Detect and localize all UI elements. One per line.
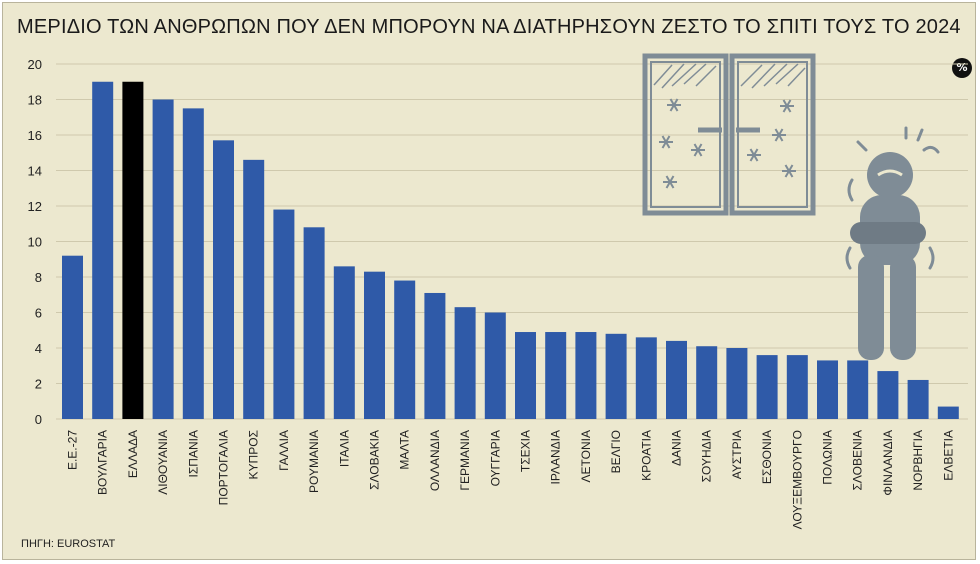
- bar-ΑΥΣΤΡΙΑ: [726, 348, 748, 419]
- bar-ΟΥΓΓΑΡΙΑ: [484, 312, 506, 419]
- x-tick-label: ΑΥΣΤΡΙΑ: [730, 430, 744, 479]
- x-tick-label: ΕΣΘΟΝΙΑ: [760, 430, 774, 484]
- y-tick-label: 0: [35, 412, 42, 427]
- bar-ΕΛΛΑΔΑ: [122, 81, 144, 419]
- chart-title: ΜΕΡΙΔΙΟ ΤΩΝ ΑΝΘΡΩΠΩΝ ΠΟΥ ΔΕΝ ΜΠΟΡΟΥΝ ΝΑ …: [17, 16, 961, 38]
- frosted-window-icon: [642, 53, 816, 216]
- bar-ΣΛΟΒΑΚΙΑ: [364, 271, 385, 419]
- y-tick-label: 14: [28, 164, 42, 179]
- bars: [62, 81, 959, 419]
- x-tick-label: ΒΟΥΛΓΑΡΙΑ: [96, 430, 110, 495]
- bar-ΙΡΛΑΝΔΙΑ: [545, 332, 567, 419]
- x-tick-label: ΕΛΒΕΤΙΑ: [941, 430, 955, 481]
- x-tick-label: ΣΛΟΒΕΝΙΑ: [851, 430, 865, 491]
- y-axis-ticks: 0 2 4 6 8 10 12 14 16 18 20: [28, 57, 42, 427]
- bar-ΝΟΡΒΗΓΙΑ: [907, 379, 929, 419]
- x-tick-label: ΛΟΥΞΕΜΒΟΥΡΓΟ: [790, 430, 804, 529]
- bar-ΙΤΑΛΙΑ: [333, 266, 355, 419]
- bar-ΒΟΥΛΓΑΡΙΑ: [92, 81, 114, 419]
- bar-ΕΛΒΕΤΙΑ: [937, 406, 959, 419]
- bar-ΒΕΛΓΙΟ: [605, 333, 627, 419]
- bar-ΠΟΛΩΝΙΑ: [817, 360, 838, 419]
- bar-ΚΥΠΡΟΣ: [243, 159, 265, 419]
- x-tick-label: ΡΟΥΜΑΝΙΑ: [307, 430, 321, 493]
- y-tick-label: 18: [28, 93, 42, 108]
- snowflake-icon: [691, 143, 705, 157]
- bar-ΙΣΠΑΝΙΑ: [182, 108, 204, 419]
- x-tick-label: ΛΙΘΟΥΑΝΙΑ: [156, 430, 170, 495]
- snowflake-icon: [663, 175, 677, 189]
- bar-ΜΑΛΤΑ: [394, 280, 416, 419]
- y-tick-label: 20: [28, 57, 42, 72]
- bar-ΛΟΥΞΕΜΒΟΥΡΓΟ: [786, 355, 808, 419]
- y-tick-label: 4: [35, 341, 42, 356]
- x-tick-label: ΟΥΓΓΑΡΙΑ: [488, 430, 502, 486]
- snowflake-icon: [747, 148, 761, 162]
- snowflake-icon: [772, 128, 786, 142]
- x-tick-label: ΛΕΤΟΝΙΑ: [579, 430, 593, 482]
- x-tick-label: ΙΤΑΛΙΑ: [337, 430, 351, 467]
- x-axis-labels: Ε.Ε.-27 ΒΟΥΛΓΑΡΙΑ ΕΛΛΑΔΑ ΛΙΘΟΥΑΝΙΑ ΙΣΠΑΝΙΑ ΠΟ…: [66, 430, 956, 530]
- x-tick-label: ΠΟΡΤΟΓΑΛΙΑ: [217, 430, 231, 505]
- x-tick-label: ΓΑΛΛΙΑ: [277, 430, 291, 471]
- bar-ΦΙΝΛΑΝΔΙΑ: [877, 371, 899, 419]
- bar-ΣΟΥΗΔΙΑ: [696, 346, 718, 419]
- bar-ΓΕΡΜΑΝΙΑ: [454, 307, 476, 419]
- y-tick-label: 6: [35, 306, 42, 321]
- x-tick-label: ΚΥΠΡΟΣ: [247, 430, 261, 479]
- y-tick-label: 12: [28, 199, 42, 214]
- percent-badge-icon: %: [952, 58, 972, 78]
- snowflake-icon: [782, 164, 796, 178]
- bar-ΕΣΘΟΝΙΑ: [756, 355, 778, 419]
- x-tick-label: ΙΣΠΑΝΙΑ: [186, 430, 200, 477]
- x-tick-label: ΣΟΥΗΔΙΑ: [700, 430, 714, 482]
- gridlines: [56, 63, 968, 420]
- bar-ΟΛΛΑΝΔΙΑ: [424, 292, 446, 419]
- x-tick-label: ΠΟΛΩΝΙΑ: [821, 430, 835, 485]
- bar-ΣΛΟΒΕΝΙΑ: [847, 360, 869, 419]
- bar-ΓΑΛΛΙΑ: [273, 209, 295, 419]
- bar-ΡΟΥΜΑΝΙΑ: [303, 227, 325, 419]
- x-tick-label: ΔΑΝΙΑ: [670, 430, 684, 466]
- y-tick-label: 16: [28, 128, 42, 143]
- x-tick-label: ΚΡΟΑΤΙΑ: [639, 430, 653, 481]
- x-tick-label: ΟΛΛΑΝΔΙΑ: [428, 430, 442, 491]
- y-tick-label: 10: [28, 235, 42, 250]
- snowflake-icon: [667, 98, 681, 112]
- snowflake-icon: [659, 135, 673, 149]
- x-tick-label: ΝΟΡΒΗΓΙΑ: [911, 430, 925, 491]
- bar-Ε.Ε.-27: [62, 255, 83, 419]
- snowflake-icon: [780, 99, 794, 113]
- x-tick-label: ΣΛΟΒΑΚΙΑ: [368, 430, 382, 490]
- bar-ΠΟΡΤΟΓΑΛΙΑ: [213, 140, 234, 419]
- bar-ΔΑΝΙΑ: [666, 340, 687, 419]
- x-tick-label: ΙΡΛΑΝΔΙΑ: [549, 430, 563, 485]
- x-tick-label: ΒΕΛΓΙΟ: [609, 430, 623, 473]
- x-tick-label: ΓΕΡΜΑΝΙΑ: [458, 430, 472, 491]
- bar-ΤΣΕΧΙΑ: [515, 332, 536, 419]
- y-tick-label: 2: [35, 377, 42, 392]
- x-tick-label: ΕΛΛΑΔΑ: [126, 430, 140, 478]
- x-tick-label: ΤΣΕΧΙΑ: [519, 430, 533, 472]
- y-tick-label: 8: [35, 270, 42, 285]
- x-tick-label: ΜΑΛΤΑ: [398, 430, 412, 470]
- cold-person-icon: [845, 126, 940, 360]
- snowflakes: [659, 98, 796, 189]
- bar-ΛΕΤΟΝΙΑ: [575, 332, 597, 419]
- bar-ΛΙΘΟΥΑΝΙΑ: [152, 99, 174, 419]
- bar-ΚΡΟΑΤΙΑ: [635, 337, 657, 419]
- source-note: ΠΗΓΗ: EUROSTAT: [21, 538, 116, 550]
- x-tick-label: ΦΙΝΛΑΝΔΙΑ: [881, 430, 895, 496]
- x-tick-label: Ε.Ε.-27: [66, 430, 80, 470]
